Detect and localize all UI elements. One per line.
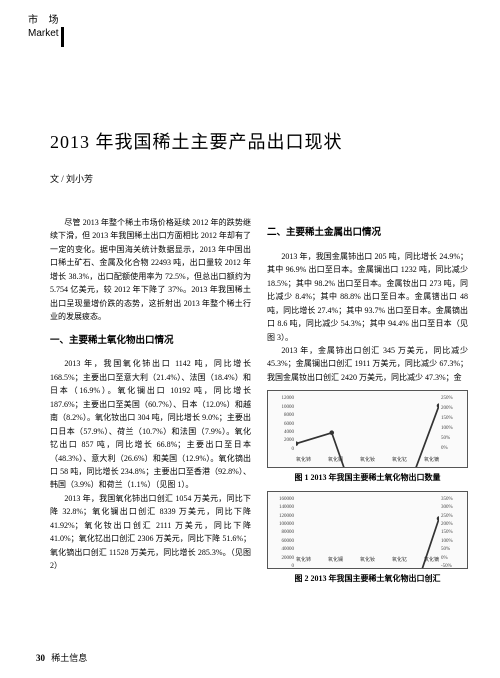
author-prefix: 文 / <box>50 174 64 184</box>
page-title: 2013 年我国稀土主要产品出口现状 <box>50 128 343 154</box>
section-heading-1: 一、主要稀土氧化物出口情况 <box>50 334 251 350</box>
page-footer: 30 稀土信息 <box>36 651 87 664</box>
publication-name: 稀土信息 <box>51 653 87 663</box>
chart2-caption: 图 2 2013 年我国主要稀土氧化物出口创汇 <box>267 572 468 585</box>
section-en: Market <box>28 28 59 39</box>
paragraph: 2013 年，金属铈出口创汇 345 万美元，同比减少 45.3%；金属镧出口创… <box>267 344 468 384</box>
chart1-xaxis: 氧化铈氧化镧氧化钕氧化钇氧化镝 <box>296 457 439 465</box>
section-heading-2: 二、主要稀土金属出口情况 <box>267 226 468 242</box>
chart-2: 1600001400001200001000008000060000400002… <box>267 491 468 569</box>
chart1-caption: 图 1 2013 年我国主要稀土氧化物出口数量 <box>267 471 468 484</box>
chart1-yaxis-left: 120001000080006000400020000 <box>270 395 294 453</box>
intro-paragraph: 尽管 2013 年整个稀土市场价格延续 2012 年的跌势继续下滑，但 2013… <box>50 216 251 324</box>
paragraph: 2013 年，我国氧化铈出口创汇 1054 万美元，同比下降 32.8%；氧化镧… <box>50 492 251 573</box>
section-cn: 市 场 <box>28 15 63 26</box>
chart1-yaxis-right: 250%200%150%100%50%0% <box>441 395 465 453</box>
column-right: 二、主要稀土金属出口情况 2013 年，我国金属铈出口 205 吨，同比增长 2… <box>267 216 468 589</box>
body-columns: 尽管 2013 年整个稀土市场价格延续 2012 年的跌势继续下滑，但 2013… <box>50 216 468 589</box>
paragraph: 2013 年，我国金属铈出口 205 吨，同比增长 24.9%；其中 96.9%… <box>267 250 468 344</box>
section-bar-icon <box>61 27 64 47</box>
page-number: 30 <box>36 653 45 663</box>
author-name: 刘小芳 <box>66 174 93 184</box>
chart2-yaxis-left: 1600001400001200001000008000060000400002… <box>270 496 294 554</box>
chart2-yaxis-right: 350%300%250%200%150%100%50%0%-50%-100% <box>441 496 465 554</box>
paragraph: 2013 年，我国氧化铈出口 1142 吨，同比增长 168.5%；主要出口至意… <box>50 357 251 491</box>
column-left: 尽管 2013 年整个稀土市场价格延续 2012 年的跌势继续下滑，但 2013… <box>50 216 251 589</box>
author-line: 文 / 刘小芳 <box>50 172 93 185</box>
section-tag: 市 场 Market <box>28 14 64 47</box>
chart-1: 120001000080006000400020000 250%200%150%… <box>267 390 468 468</box>
chart2-xaxis: 氧化铈氧化镧氧化钕氧化钇氧化镝 <box>296 557 439 565</box>
